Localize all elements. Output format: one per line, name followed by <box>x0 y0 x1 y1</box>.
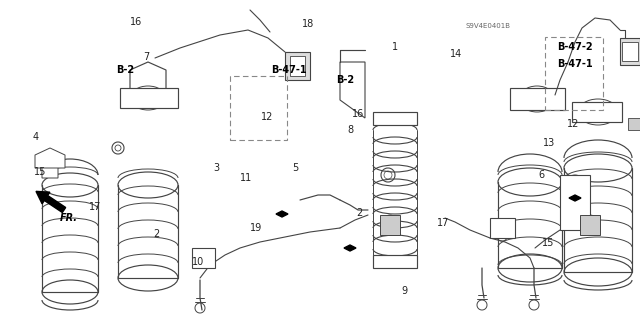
Text: 16: 16 <box>352 109 365 119</box>
Polygon shape <box>572 102 622 122</box>
Text: 16: 16 <box>129 17 142 27</box>
Text: B-2: B-2 <box>337 75 355 85</box>
Text: 2: 2 <box>356 208 363 218</box>
Text: 13: 13 <box>543 138 556 148</box>
Text: S9V4E0401B: S9V4E0401B <box>465 23 510 29</box>
Text: 17: 17 <box>88 202 101 212</box>
Text: B-47-1: B-47-1 <box>557 59 593 70</box>
Text: 19: 19 <box>250 223 262 233</box>
Text: 12: 12 <box>567 119 580 129</box>
Text: 11: 11 <box>240 173 253 183</box>
Text: B-2: B-2 <box>116 64 134 75</box>
Polygon shape <box>290 56 305 76</box>
Polygon shape <box>628 118 640 130</box>
Polygon shape <box>373 255 417 268</box>
Polygon shape <box>560 175 590 230</box>
Polygon shape <box>192 248 215 268</box>
Text: FR.: FR. <box>60 213 78 223</box>
Text: B-47-1: B-47-1 <box>271 64 307 75</box>
Text: 3: 3 <box>213 163 220 174</box>
Polygon shape <box>42 155 58 178</box>
Bar <box>545 37 603 110</box>
Bar <box>230 76 287 140</box>
Polygon shape <box>580 215 600 235</box>
Text: 15: 15 <box>541 238 554 248</box>
Polygon shape <box>120 88 178 108</box>
Text: 9: 9 <box>401 286 408 296</box>
Polygon shape <box>510 88 565 110</box>
Polygon shape <box>276 211 288 217</box>
FancyArrow shape <box>36 191 66 212</box>
Polygon shape <box>340 62 365 118</box>
Text: 15: 15 <box>33 167 46 177</box>
Text: 4: 4 <box>32 132 38 142</box>
Polygon shape <box>490 218 515 238</box>
Text: 2: 2 <box>154 229 160 240</box>
Text: 6: 6 <box>538 170 545 180</box>
Text: 1: 1 <box>392 42 398 52</box>
Text: 12: 12 <box>261 112 274 122</box>
Text: 7: 7 <box>143 52 149 62</box>
Text: 17: 17 <box>436 218 449 228</box>
Text: 14: 14 <box>449 48 462 59</box>
Polygon shape <box>380 215 400 235</box>
Polygon shape <box>35 148 65 168</box>
Polygon shape <box>569 195 581 201</box>
Polygon shape <box>344 245 356 251</box>
Text: B-47-2: B-47-2 <box>557 42 593 52</box>
Polygon shape <box>622 42 638 61</box>
Polygon shape <box>373 112 417 125</box>
Text: 5: 5 <box>292 163 299 174</box>
Polygon shape <box>285 52 310 80</box>
Text: 18: 18 <box>302 19 315 29</box>
Text: 8: 8 <box>347 125 353 135</box>
Text: 10: 10 <box>192 256 205 267</box>
Polygon shape <box>620 38 640 65</box>
